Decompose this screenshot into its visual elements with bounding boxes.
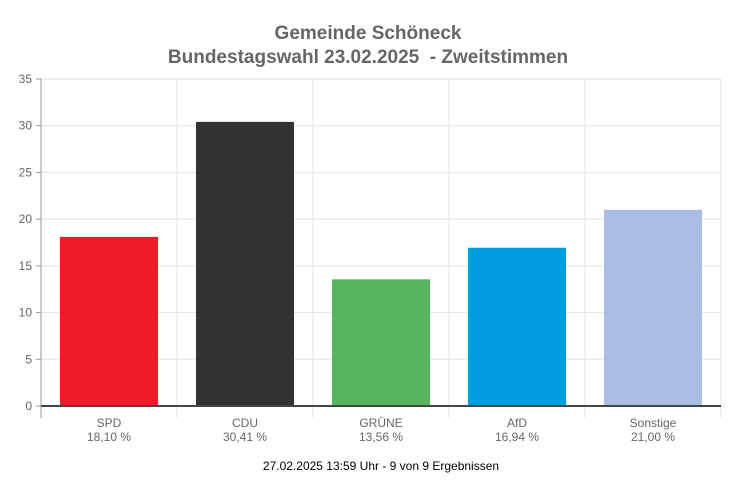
x-tick-label: Sonstige xyxy=(630,416,677,430)
data-label: 30,41 % xyxy=(223,430,267,444)
data-label: 13,56 % xyxy=(359,430,403,444)
chart-subtitle: Bundestagswahl 23.02.2025 - Zweitstimmen xyxy=(168,47,568,68)
bar-spd xyxy=(60,236,158,406)
x-tick-label: SPD xyxy=(97,416,122,430)
x-tick-label: CDU xyxy=(232,416,258,430)
chart-footer: 27.02.2025 13:59 Uhr - 9 von 9 Ergebniss… xyxy=(263,459,499,473)
data-label: 16,94 % xyxy=(495,430,539,444)
bar-cdu xyxy=(196,121,294,406)
chart-title: Gemeinde Schöneck xyxy=(275,23,462,44)
bar-sonstige xyxy=(604,209,702,406)
y-tick-label: 20 xyxy=(19,212,33,226)
data-label: 18,10 % xyxy=(87,430,131,444)
y-tick-label: 15 xyxy=(19,259,33,273)
y-tick-label: 25 xyxy=(19,165,33,179)
y-tick-label: 0 xyxy=(25,399,32,413)
y-tick-label: 30 xyxy=(19,119,33,133)
y-tick-label: 10 xyxy=(19,306,33,320)
bar-grüne xyxy=(332,279,430,406)
y-tick-label: 5 xyxy=(25,352,32,366)
y-tick-label: 35 xyxy=(19,72,33,86)
x-tick-label: GRÜNE xyxy=(359,416,402,430)
bar-afd xyxy=(468,247,566,406)
data-label: 21,00 % xyxy=(631,430,675,444)
x-tick-label: AfD xyxy=(507,416,527,430)
